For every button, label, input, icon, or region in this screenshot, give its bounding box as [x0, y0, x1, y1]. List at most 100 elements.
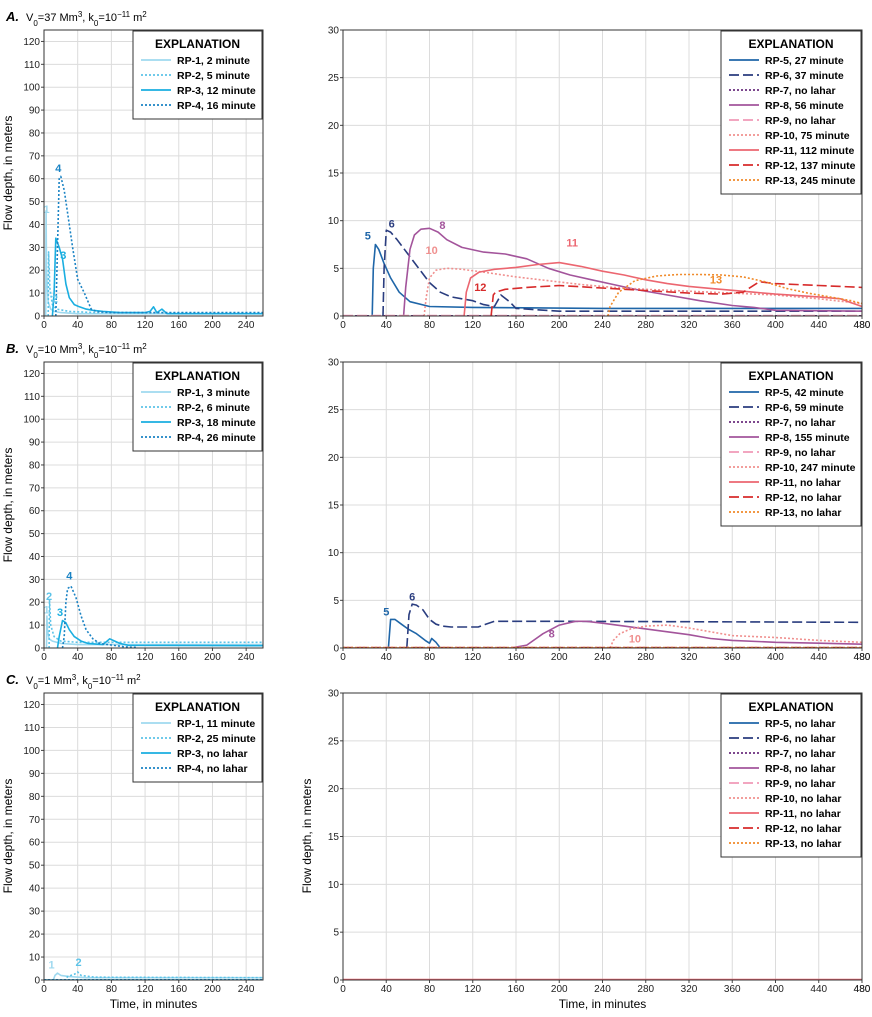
x-tick-label: 440: [810, 320, 827, 331]
y-tick-label: 60: [29, 506, 41, 517]
legend-label-rp-12: RP-12, no lahar: [765, 823, 841, 835]
y-tick-label: 100: [23, 415, 40, 426]
series-label-rp-8: 8: [439, 220, 445, 232]
x-tick-label: 40: [381, 320, 393, 331]
series-label-rp-12: 12: [474, 282, 486, 294]
series-label-rp-5: 5: [383, 607, 389, 619]
y-tick-label: 20: [328, 784, 340, 795]
legend-label-rp-9: RP-9, no lahar: [765, 115, 836, 127]
x-tick-label: 0: [340, 984, 346, 995]
legend-label-rp-2: RP-2, 5 minute: [177, 70, 250, 82]
legend-label-rp-11: RP-11, no lahar: [765, 808, 841, 820]
x-tick-label: 280: [637, 984, 654, 995]
y-tick-label: 0: [34, 312, 40, 323]
series-lines: [45, 585, 263, 648]
x-tick-label: 160: [508, 652, 525, 663]
plot-frame: [43, 29, 264, 317]
legend-label-rp-3: RP-3, 18 minute: [177, 417, 256, 429]
y-tick-label: 30: [29, 575, 41, 586]
legend-label-rp-3: RP-3, 12 minute: [177, 85, 256, 97]
x-tick-label: 160: [170, 320, 187, 331]
x-tick-label: 160: [508, 984, 525, 995]
y-tick-label: 0: [34, 976, 40, 987]
y-tick-label: 30: [328, 358, 340, 369]
y-axis-label: Flow depth, in meters: [300, 779, 314, 894]
legend-title: EXPLANATION: [155, 700, 240, 714]
legend-label-rp-5: RP-5, 42 minute: [765, 387, 844, 399]
legend-label-rp-13: RP-13, no lahar: [765, 507, 841, 519]
x-tick-label: 160: [170, 652, 187, 663]
legend-label-rp-5: RP-5, no lahar: [765, 718, 836, 730]
y-tick-label: 110: [24, 60, 40, 71]
legend-label-rp-1: RP-1, 2 minute: [177, 55, 250, 67]
series-line-rp-6: [406, 603, 862, 648]
legend-title: EXPLANATION: [748, 369, 833, 383]
y-tick-label: 70: [29, 151, 41, 162]
y-tick-label: 110: [24, 392, 40, 403]
series-label-rp-3: 3: [57, 607, 63, 619]
y-tick-label: 20: [29, 930, 41, 941]
x-tick-label: 40: [72, 320, 84, 331]
x-tick-label: 400: [767, 652, 784, 663]
series-label-rp-4: 4: [66, 570, 73, 582]
series-line-rp-11: [463, 261, 862, 316]
y-tick-label: 40: [29, 884, 41, 895]
x-tick-label: 280: [637, 320, 654, 331]
legend-label-rp-13: RP-13, no lahar: [765, 838, 841, 850]
legend-label-rp-6: RP-6, no lahar: [765, 733, 836, 745]
legend-label-rp-7: RP-7, no lahar: [765, 85, 836, 97]
x-axis-label: Time, in minutes: [110, 997, 198, 1011]
x-tick-label: 120: [464, 984, 481, 995]
x-tick-label: 360: [724, 320, 741, 331]
x-tick-label: 200: [551, 652, 568, 663]
x-tick-label: 40: [381, 652, 393, 663]
panel-a-right: 0 40 80 120 160 200 240 280 320 360 400 440 48048005…: [328, 26, 871, 332]
x-tick-label: 200: [204, 320, 221, 331]
panel-parameters: V0=1 Mm3, k0=10−11 m2: [26, 673, 141, 691]
legend-label-rp-13: RP-13, 245 minute: [765, 175, 856, 187]
x-tick-label: 120: [464, 652, 481, 663]
y-tick-label: 50: [29, 861, 41, 872]
series-lines: [44, 971, 263, 980]
x-tick-label: 0: [41, 984, 47, 995]
x-tick-label: 320: [681, 652, 698, 663]
plot-frame: [43, 361, 264, 649]
x-tick-label: 80: [424, 984, 436, 995]
legend: EXPLANATION RP-5, 42 minute RP-6, 59 minut…: [720, 362, 862, 527]
panel-c-left: C. V0=1 Mm3, k0=10−11 m20 40 80 120 160 200 240…: [1, 672, 264, 1011]
x-tick-label: 280: [637, 652, 654, 663]
y-tick-label: 5: [333, 264, 339, 275]
y-tick-label: 10: [29, 621, 41, 632]
x-tick-label: 40: [72, 984, 84, 995]
series-label-rp-1: 1: [43, 204, 49, 216]
series-label-rp-10: 10: [426, 245, 438, 257]
legend-label-rp-1: RP-1, 3 minute: [177, 387, 250, 399]
series-line-rp-1: [44, 972, 263, 980]
x-tick-label: 240: [238, 652, 255, 663]
series-line-rp-2: [44, 971, 263, 980]
series-lines: [44, 175, 263, 316]
y-tick-label: 0: [333, 976, 339, 987]
legend-title: EXPLANATION: [748, 37, 833, 51]
y-tick-label: 40: [29, 220, 41, 231]
panel-a-left: A. V0=37 Mm3, k0=10−11 m20 40 80 120 160 200 24…: [1, 9, 264, 331]
panel-title: B. V0=10 Mm3, k0=10−11 m2: [6, 341, 147, 360]
series-label-rp-3: 3: [60, 250, 66, 262]
series-label-rp-2: 2: [46, 591, 52, 603]
y-tick-label: 0: [333, 644, 339, 655]
series-label-rp-10: 10: [629, 633, 641, 645]
y-tick-label: 15: [328, 501, 340, 512]
legend-box: [720, 693, 862, 858]
y-tick-label: 100: [23, 746, 40, 757]
series-line-rp-8: [402, 227, 862, 316]
y-tick-label: 40: [29, 552, 41, 563]
legend: EXPLANATION RP-1, 2 minute RP-2, 5 minute R…: [132, 30, 263, 120]
legend-label-rp-1: RP-1, 11 minute: [177, 718, 255, 730]
y-tick-label: 30: [328, 26, 340, 37]
legend-label-rp-5: RP-5, 27 minute: [765, 55, 844, 67]
y-tick-label: 120: [23, 700, 40, 711]
panel-c-right: 0 40 80 120 160 200 240 280 320 360 400 440 48048005…: [300, 689, 871, 1012]
x-tick-label: 80: [424, 652, 436, 663]
x-tick-label: 0: [340, 652, 346, 663]
series-line-rp-5: [371, 243, 862, 316]
